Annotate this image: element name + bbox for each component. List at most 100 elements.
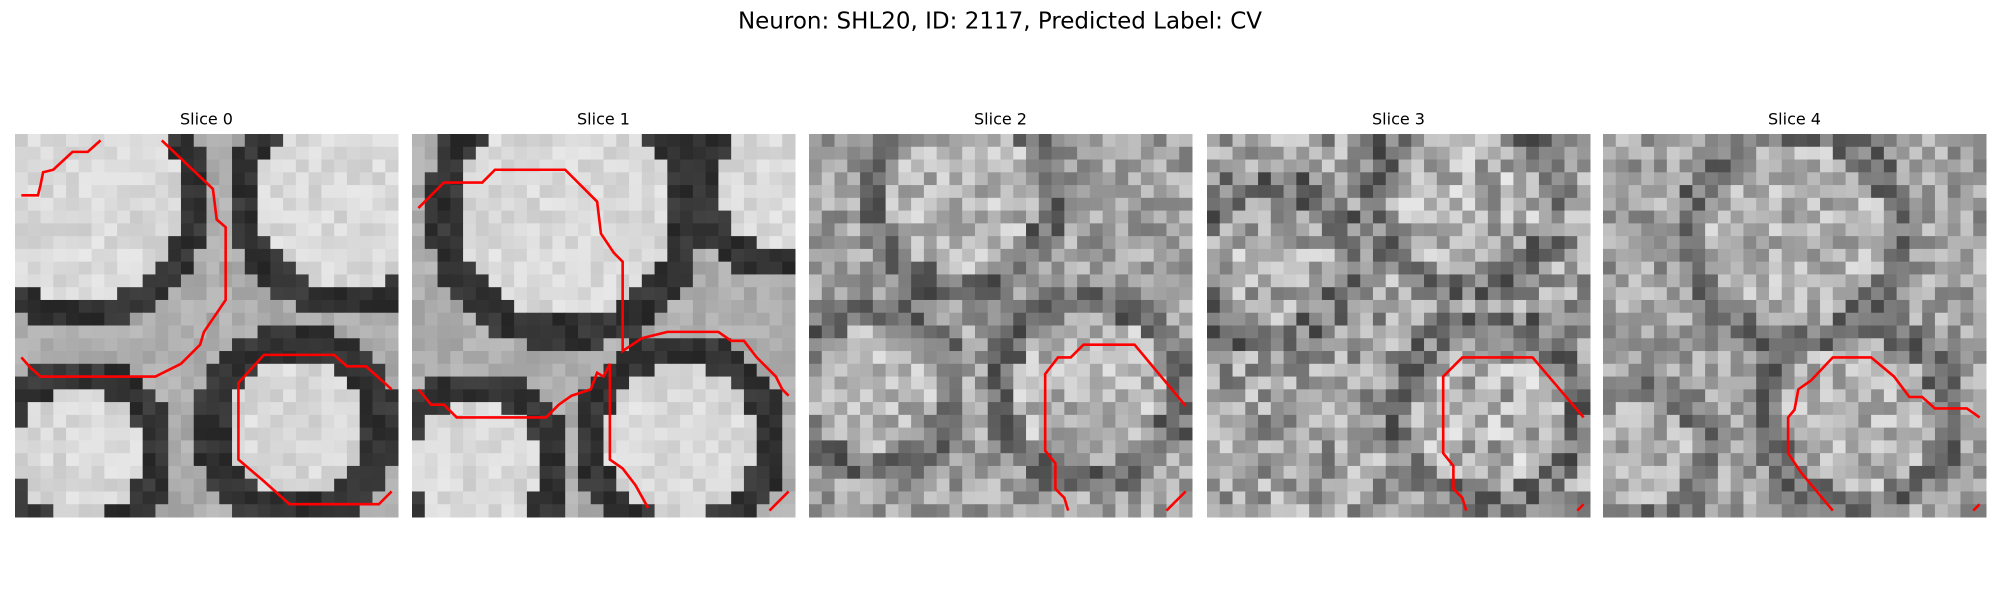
pixel [782, 351, 796, 365]
pixel [1026, 325, 1040, 339]
pixel [1794, 478, 1808, 492]
pixel [1934, 338, 1949, 352]
pixel [321, 440, 335, 454]
pixel [821, 223, 836, 237]
pixel [1922, 427, 1936, 441]
pixel [334, 325, 348, 339]
pixel [346, 465, 361, 480]
pixel [1038, 312, 1053, 326]
pixel [526, 389, 541, 403]
pixel [1179, 236, 1193, 250]
pixel [987, 312, 1001, 326]
pixel [1717, 210, 1732, 224]
pixel [1207, 465, 1221, 480]
pixel [1500, 185, 1514, 199]
pixel [1309, 312, 1323, 326]
pixel [1411, 491, 1425, 505]
pixel [206, 478, 220, 492]
pixel [705, 389, 719, 403]
pixel [168, 236, 182, 250]
pixel [257, 453, 271, 467]
pixel [193, 248, 207, 263]
pixel [283, 453, 297, 467]
pixel [1743, 376, 1757, 390]
pixel [1077, 389, 1091, 403]
pixel [1820, 261, 1834, 275]
pixel [1385, 376, 1399, 390]
pixel [1654, 402, 1668, 416]
pixel [1232, 414, 1246, 429]
pixel [680, 236, 694, 250]
pixel [1038, 465, 1053, 480]
pixel [641, 197, 656, 212]
pixel [692, 248, 707, 263]
pixel [1013, 338, 1027, 352]
pixel [1153, 197, 1167, 212]
pixel [1449, 261, 1463, 275]
pixel [1360, 338, 1374, 352]
pixel [321, 478, 335, 492]
pixel [872, 274, 887, 288]
pixel [1115, 312, 1129, 326]
pixel [616, 236, 630, 250]
pixel [1026, 159, 1040, 173]
pixel [270, 376, 284, 390]
pixel [219, 491, 233, 505]
pixel [1245, 146, 1259, 161]
pixel [1166, 402, 1180, 416]
pixel [334, 376, 348, 390]
pixel [270, 236, 284, 250]
pixel [27, 351, 42, 365]
pixel [654, 440, 668, 454]
pixel [1462, 376, 1476, 390]
pixel [1692, 312, 1706, 326]
pixel [308, 159, 322, 173]
pixel [1934, 299, 1949, 314]
pixel [782, 248, 796, 263]
pixel [1538, 274, 1553, 288]
pixel [577, 363, 592, 378]
pixel [1026, 210, 1040, 224]
pixel [1013, 440, 1027, 454]
pixel [1577, 478, 1591, 492]
pixel [1026, 402, 1040, 416]
pixel [1551, 504, 1565, 518]
pixel [1296, 402, 1310, 416]
pixel [117, 248, 131, 263]
pixel [488, 261, 502, 275]
pixel [1832, 376, 1847, 390]
pixel [1077, 363, 1091, 378]
pixel [898, 440, 912, 454]
pixel [40, 414, 54, 429]
pixel [501, 402, 515, 416]
pixel [1743, 185, 1757, 199]
pixel [1692, 325, 1706, 339]
pixel [923, 465, 938, 480]
pixel [53, 478, 67, 492]
pixel [1372, 236, 1387, 250]
pixel [692, 197, 707, 212]
pixel [1883, 210, 1898, 224]
pixel [1615, 440, 1630, 454]
pixel [1153, 299, 1167, 314]
pixel [1321, 159, 1336, 173]
pixel [1207, 185, 1221, 199]
pixel [424, 274, 439, 288]
pixel [1717, 402, 1732, 416]
pixel [590, 236, 604, 250]
pixel [872, 223, 887, 237]
pixel [860, 134, 874, 148]
pixel [1794, 274, 1808, 288]
pixel [1603, 504, 1617, 518]
pixel [1258, 414, 1272, 429]
pixel [680, 427, 694, 441]
pixel [1717, 146, 1732, 161]
pixel [308, 351, 322, 365]
pixel [219, 172, 233, 186]
pixel [936, 363, 950, 378]
pixel [872, 146, 887, 161]
pixel [283, 274, 297, 288]
pixel [1424, 274, 1438, 288]
pixel [1487, 172, 1502, 186]
pixel [1347, 146, 1361, 161]
